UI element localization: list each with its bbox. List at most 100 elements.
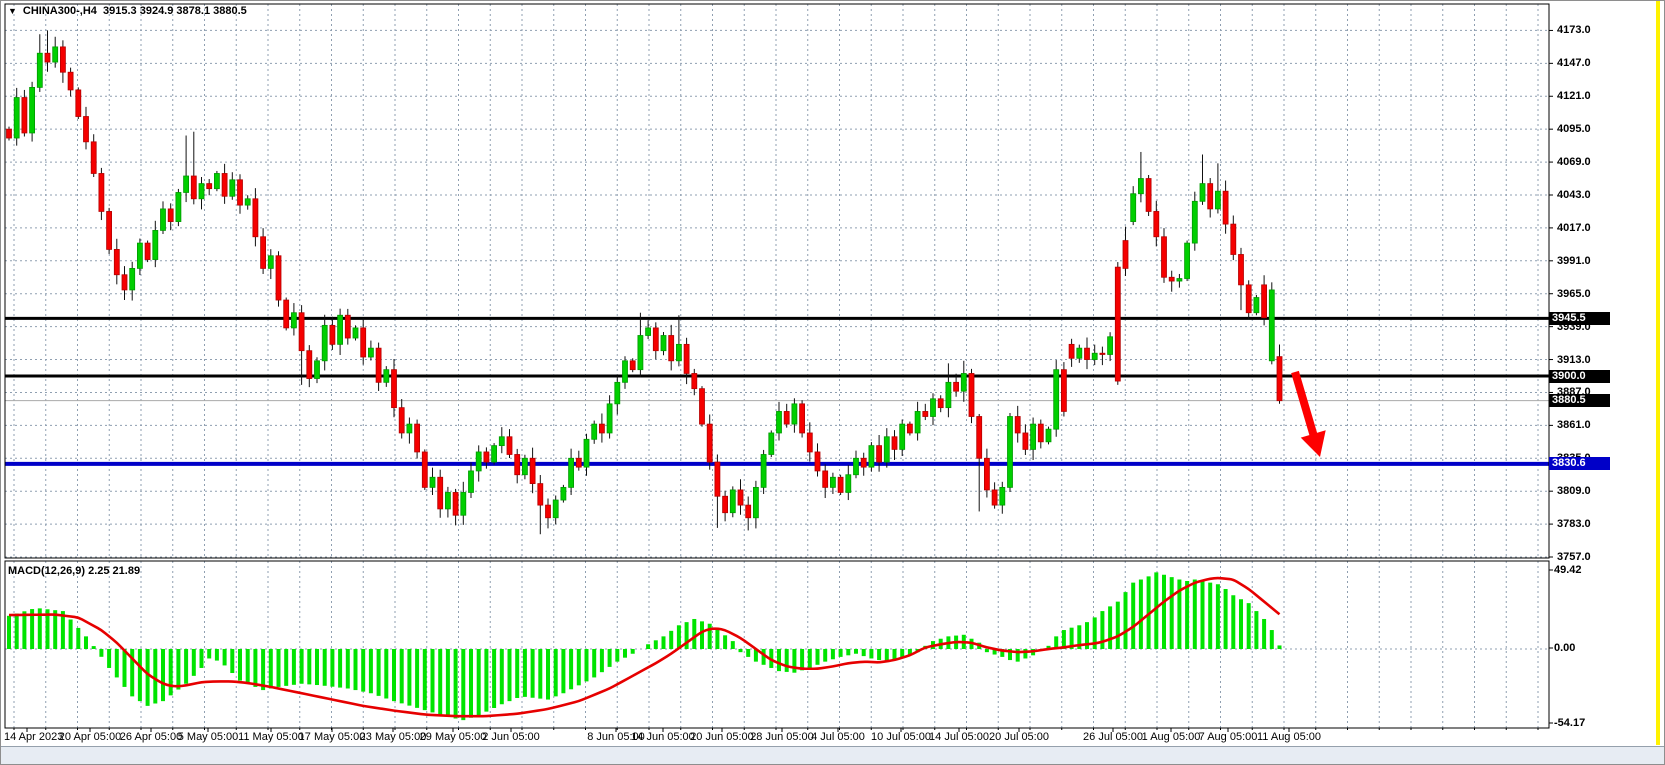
time-axis-label: 14 Jul 05:00 bbox=[929, 731, 989, 743]
candle-body bbox=[891, 436, 898, 450]
candle-body bbox=[1007, 416, 1013, 488]
candle-body bbox=[991, 489, 998, 506]
candle-body bbox=[799, 403, 805, 434]
candle-body bbox=[237, 179, 243, 206]
candle-body bbox=[1122, 240, 1129, 269]
macd-pane-border bbox=[4, 560, 1550, 729]
candle-body bbox=[968, 373, 975, 417]
time-axis-label: 10 Jul 05:00 bbox=[871, 731, 931, 743]
candle-body bbox=[198, 183, 205, 200]
candle-body bbox=[822, 470, 829, 488]
price-tick-label: 4095.0 bbox=[1557, 123, 1591, 136]
candle-body bbox=[1199, 183, 1206, 202]
price-tick-label: 3991.0 bbox=[1557, 254, 1591, 267]
candle-body bbox=[1238, 254, 1244, 286]
candle-body bbox=[468, 470, 474, 493]
candle-body bbox=[229, 179, 236, 197]
macd-indicator-label: MACD(12,26,9) 2.25 21.89 bbox=[8, 565, 141, 577]
candle-body bbox=[830, 476, 836, 488]
price-tick-label: 4147.0 bbox=[1557, 57, 1591, 70]
time-axis-label: 17 May 05:00 bbox=[298, 731, 366, 743]
candle-body bbox=[67, 71, 74, 91]
price-level-tag: 3830.6 bbox=[1549, 457, 1610, 471]
candle-body bbox=[945, 381, 952, 409]
candle-body bbox=[306, 350, 313, 379]
candle-body bbox=[98, 173, 105, 212]
candle-body bbox=[745, 504, 752, 519]
candle-body bbox=[298, 312, 305, 352]
candle-body bbox=[706, 423, 713, 463]
candle-body bbox=[460, 492, 467, 516]
candle-body bbox=[883, 436, 890, 463]
candle-body bbox=[283, 299, 290, 329]
time-axis-label: 4 Jul 05:00 bbox=[811, 731, 865, 743]
candle-body bbox=[398, 407, 405, 434]
candle-body bbox=[113, 249, 120, 276]
candle-body bbox=[183, 175, 190, 193]
window-bottom-strip bbox=[1, 746, 1664, 764]
candle-body bbox=[606, 403, 613, 434]
candle-body bbox=[1037, 423, 1044, 443]
time-axis-label: 23 May 05:00 bbox=[359, 731, 427, 743]
candle-body bbox=[753, 486, 759, 519]
chevron-down-icon[interactable]: ▼ bbox=[8, 6, 17, 16]
candle-body bbox=[75, 89, 82, 117]
current-price-tag: 3880.5 bbox=[1549, 394, 1610, 408]
candle-body bbox=[776, 411, 782, 434]
candle-body bbox=[244, 198, 251, 206]
candle-body bbox=[545, 504, 551, 519]
candle-body bbox=[190, 175, 197, 200]
candle-body bbox=[837, 476, 844, 493]
candle-body bbox=[668, 335, 675, 362]
candle-body bbox=[1107, 336, 1113, 355]
candle-body bbox=[999, 486, 1006, 506]
candle-body bbox=[1130, 193, 1137, 222]
main-pane-border bbox=[4, 3, 1550, 559]
candle-body bbox=[352, 327, 359, 339]
candle-body bbox=[275, 255, 282, 301]
time-axis-label: 28 Jun 05:00 bbox=[750, 731, 814, 743]
candle-body bbox=[722, 495, 728, 514]
candle-body bbox=[791, 403, 798, 425]
candle-body bbox=[360, 327, 367, 358]
candle-body bbox=[52, 46, 59, 63]
candle-body bbox=[1084, 347, 1090, 360]
candle-body bbox=[814, 451, 821, 472]
candle-body bbox=[1222, 190, 1229, 225]
candle-body bbox=[491, 445, 498, 463]
candle-body bbox=[136, 242, 143, 269]
time-axis-label: 11 Aug 05:00 bbox=[1256, 731, 1322, 743]
candle-body bbox=[29, 86, 36, 134]
time-axis-label: 5 May 05:00 bbox=[177, 731, 239, 743]
candle-body bbox=[960, 373, 967, 392]
candle-body bbox=[391, 369, 397, 409]
candle-body bbox=[383, 369, 390, 383]
candle-body bbox=[930, 398, 936, 417]
candle-body bbox=[421, 451, 428, 488]
candle-body bbox=[637, 335, 644, 371]
price-tick-label: 4173.0 bbox=[1557, 24, 1591, 37]
candle-body bbox=[1076, 347, 1083, 359]
candle-body bbox=[1168, 276, 1175, 282]
candle-body bbox=[1245, 284, 1252, 314]
price-tick-label: 4043.0 bbox=[1557, 188, 1591, 201]
candle-body bbox=[21, 97, 28, 134]
time-axis-label: 20 Jun 05:00 bbox=[690, 731, 754, 743]
candle-body bbox=[1276, 356, 1283, 402]
candle-body bbox=[1215, 190, 1221, 210]
candle-body bbox=[914, 411, 921, 434]
candle-body bbox=[806, 432, 813, 453]
symbol-name: CHINA300-,H4 bbox=[22, 5, 97, 17]
candle-body bbox=[83, 116, 89, 143]
price-tick-label: 3861.0 bbox=[1557, 419, 1591, 432]
candle-body bbox=[337, 314, 344, 345]
annotation-arrow-shaft[interactable] bbox=[1291, 370, 1319, 439]
candle-body bbox=[583, 438, 590, 468]
candle-body bbox=[629, 360, 636, 371]
candle-body bbox=[321, 324, 328, 362]
candle-body bbox=[13, 97, 20, 139]
candle-body bbox=[783, 411, 790, 425]
annotation-arrow-head[interactable] bbox=[1300, 430, 1326, 457]
candle-body bbox=[1268, 289, 1275, 362]
